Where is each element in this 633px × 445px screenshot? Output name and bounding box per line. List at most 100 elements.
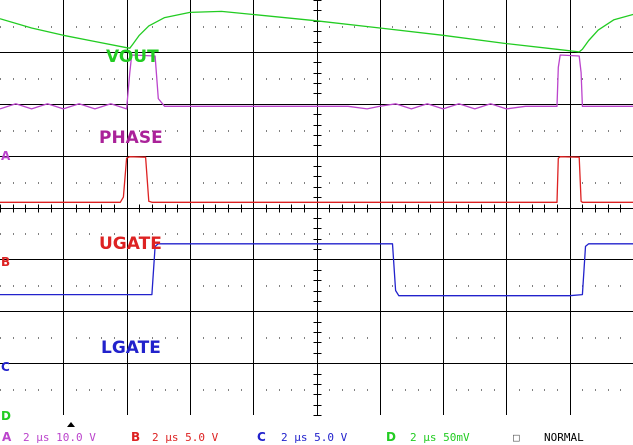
grid-dot bbox=[38, 78, 39, 80]
grid-dot bbox=[13, 337, 14, 339]
grid-dot bbox=[544, 233, 545, 235]
grid-dot bbox=[532, 130, 533, 132]
status-ch-c-scale: 2 µs 5.0 V bbox=[281, 431, 348, 444]
grid-dot bbox=[532, 182, 533, 184]
grid-dot bbox=[76, 182, 77, 184]
grid-dot bbox=[127, 26, 128, 28]
grid-dot bbox=[266, 233, 267, 235]
grid-dot bbox=[266, 130, 267, 132]
grid-dot bbox=[228, 130, 229, 132]
grid-dot bbox=[595, 285, 596, 287]
grid-dot bbox=[190, 182, 191, 184]
grid-dot bbox=[582, 26, 583, 28]
grid-dot bbox=[608, 337, 609, 339]
grid-dot bbox=[114, 285, 115, 287]
grid-dot bbox=[418, 337, 419, 339]
grid-dot bbox=[51, 233, 52, 235]
grid-dot bbox=[443, 130, 444, 132]
grid-dot bbox=[557, 337, 558, 339]
grid-dot bbox=[253, 26, 254, 28]
grid-dot bbox=[127, 337, 128, 339]
grid-dot bbox=[519, 233, 520, 235]
grid-dot bbox=[456, 26, 457, 28]
grid-dot bbox=[139, 337, 140, 339]
grid-dot bbox=[380, 389, 381, 391]
grid-dot bbox=[190, 337, 191, 339]
status-ch-b-letter: B bbox=[131, 430, 140, 444]
grid-dot bbox=[0, 26, 1, 28]
grid-dot bbox=[456, 78, 457, 80]
grid-dot bbox=[405, 337, 406, 339]
grid-dot bbox=[291, 337, 292, 339]
grid-dot bbox=[190, 389, 191, 391]
grid-dot bbox=[582, 233, 583, 235]
grid-dot bbox=[481, 285, 482, 287]
grid-dot bbox=[342, 130, 343, 132]
grid-dot bbox=[101, 182, 102, 184]
grid-dot bbox=[25, 26, 26, 28]
grid-dot bbox=[468, 337, 469, 339]
grid-dot bbox=[51, 78, 52, 80]
grid-dot bbox=[139, 233, 140, 235]
grid-dot bbox=[266, 78, 267, 80]
grid-dot bbox=[570, 130, 571, 132]
grid-dot bbox=[228, 389, 229, 391]
grid-dot bbox=[76, 26, 77, 28]
grid-dot bbox=[317, 130, 318, 132]
grid-dot bbox=[304, 130, 305, 132]
ugate-label: UGATE bbox=[99, 234, 162, 254]
grid-dot bbox=[557, 389, 558, 391]
phase-label: PHASE bbox=[99, 128, 163, 148]
grid-dot bbox=[608, 78, 609, 80]
grid-dot bbox=[354, 130, 355, 132]
graticule-grid bbox=[0, 0, 633, 416]
channel-c-marker: C bbox=[1, 360, 10, 374]
grid-dot bbox=[506, 130, 507, 132]
grid-dot bbox=[76, 78, 77, 80]
grid-dot bbox=[405, 78, 406, 80]
grid-dot bbox=[342, 78, 343, 80]
grid-dot bbox=[25, 182, 26, 184]
grid-dot bbox=[291, 26, 292, 28]
grid-dot bbox=[456, 130, 457, 132]
grid-dot bbox=[317, 389, 318, 391]
grid-dot bbox=[304, 337, 305, 339]
channel-b-marker: B bbox=[1, 255, 10, 269]
grid-dot bbox=[177, 182, 178, 184]
grid-dot bbox=[329, 78, 330, 80]
status-checkbox: □ bbox=[513, 431, 520, 444]
grid-dot bbox=[165, 233, 166, 235]
grid-dot bbox=[519, 26, 520, 28]
grid-dot bbox=[165, 285, 166, 287]
grid-dot bbox=[152, 182, 153, 184]
grid-dot bbox=[215, 389, 216, 391]
grid-dot bbox=[127, 389, 128, 391]
grid-dot bbox=[0, 130, 1, 132]
grid-dot bbox=[51, 285, 52, 287]
grid-dot bbox=[38, 182, 39, 184]
grid-dot bbox=[114, 389, 115, 391]
grid-dot bbox=[468, 233, 469, 235]
grid-dot bbox=[25, 337, 26, 339]
grid-dot bbox=[51, 26, 52, 28]
grid-dot bbox=[177, 285, 178, 287]
grid-dot bbox=[443, 182, 444, 184]
grid-dot bbox=[405, 182, 406, 184]
grid-dot bbox=[89, 285, 90, 287]
grid-dot bbox=[380, 182, 381, 184]
grid-dot bbox=[114, 182, 115, 184]
grid-dot bbox=[506, 285, 507, 287]
grid-dot bbox=[570, 389, 571, 391]
grid-dot bbox=[38, 389, 39, 391]
grid-dot bbox=[317, 78, 318, 80]
grid-dot bbox=[215, 182, 216, 184]
grid-dot bbox=[329, 233, 330, 235]
grid-dot bbox=[494, 337, 495, 339]
grid-dot bbox=[177, 233, 178, 235]
grid-dot bbox=[190, 285, 191, 287]
grid-dot bbox=[354, 26, 355, 28]
grid-dot bbox=[481, 78, 482, 80]
grid-dot bbox=[342, 182, 343, 184]
grid-dot bbox=[152, 233, 153, 235]
grid-dot bbox=[506, 389, 507, 391]
